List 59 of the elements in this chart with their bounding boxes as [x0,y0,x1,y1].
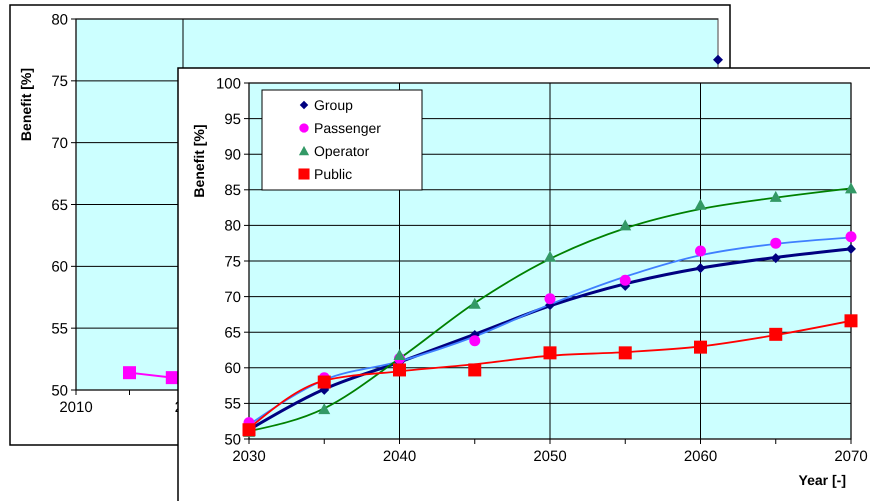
x-tick-label: 2010 [59,399,93,416]
point [845,182,857,194]
point [619,219,632,230]
x-tick-label: 2030 [232,448,266,465]
point [694,198,706,210]
x-tick-label: 2040 [382,448,416,465]
point [318,376,331,389]
y-tick-label: 80 [51,11,68,28]
y-tick-label: 50 [224,431,241,448]
y-tick-label: 65 [51,196,68,214]
y-tick-label: 90 [224,146,241,164]
x-tick-label: 2070 [834,448,868,465]
y-tick-label: 65 [224,324,241,342]
point [544,293,556,304]
point [620,274,631,286]
y-tick-label: 95 [224,110,241,128]
y-tick-label: 55 [224,396,241,413]
y-tick-label: 60 [51,258,68,276]
point [242,423,256,436]
y-axis-title: Benefit [%] [191,124,207,198]
y-tick-label: 75 [51,73,68,90]
y-tick-label: 100 [216,75,241,92]
x-tick-label: 2060 [684,448,718,465]
legend-label: Operator [314,142,370,159]
point [770,190,782,202]
y-tick-label: 50 [51,382,68,400]
point [469,335,480,346]
point [468,298,481,309]
legend-label: Passenger [314,120,382,136]
y-tick-label: 70 [51,134,68,152]
legend-label: Public [314,166,352,182]
point [393,363,406,376]
legend-label: Group [314,96,354,113]
point [318,403,330,414]
point [544,346,556,360]
x-tick-label: 2050 [533,448,567,465]
y-tick-label: 70 [224,288,241,306]
y-tick-label: 75 [224,253,241,270]
point [696,263,706,274]
point [770,238,782,249]
point [618,346,632,360]
y-tick-label: 55 [51,320,68,338]
point [123,366,136,380]
point [394,348,406,360]
point [695,246,706,257]
y-tick-label: 60 [224,360,241,378]
y-axis-title: Benefit [%] [18,68,34,142]
point [468,363,482,376]
y-tick-label: 85 [224,182,241,200]
y-tick-label: 80 [224,218,241,235]
x-axis-title: Year [-] [798,472,846,488]
point [769,328,782,341]
point [713,54,723,65]
point [846,231,856,242]
point [694,340,707,354]
point [770,253,781,264]
point [544,250,556,262]
point [846,244,856,254]
point [844,314,858,328]
